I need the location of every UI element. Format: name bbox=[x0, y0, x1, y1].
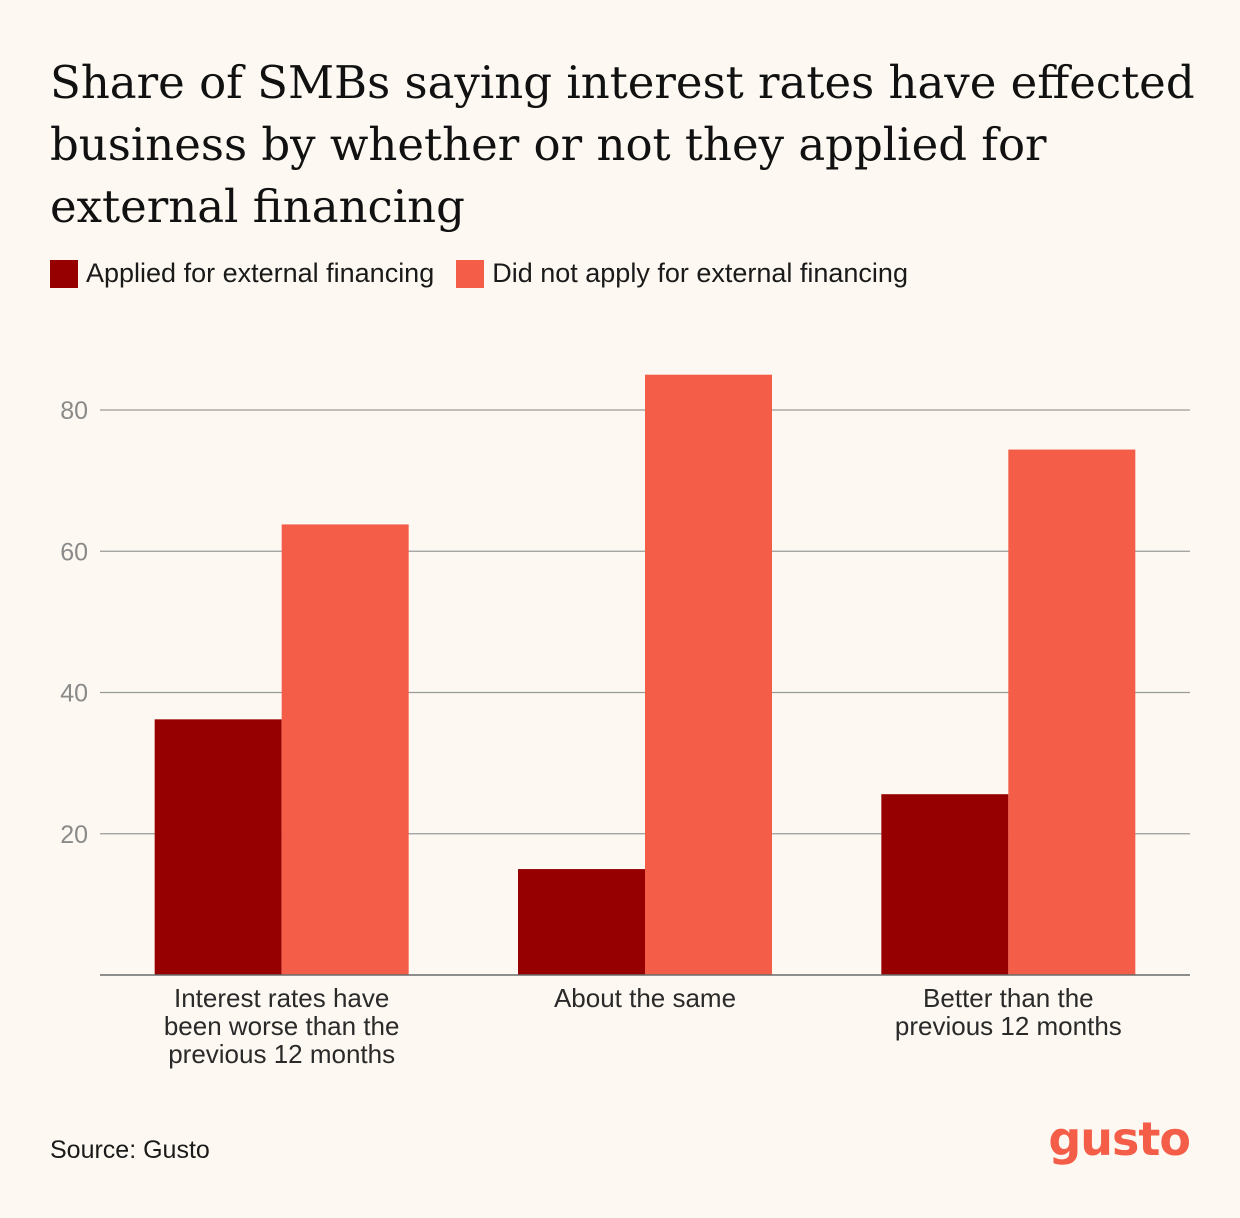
legend-swatch-not-applied bbox=[456, 259, 485, 288]
legend: Applied for external financing Did not a… bbox=[50, 258, 930, 289]
y-tick-label-80: 80 bbox=[60, 397, 88, 425]
legend-item-applied: Applied for external financing bbox=[50, 258, 434, 289]
source-note: Source: Gusto bbox=[50, 1136, 210, 1164]
bar-applied-2 bbox=[881, 794, 1009, 975]
y-tick-label-60: 60 bbox=[60, 538, 88, 566]
gusto-logo: gusto bbox=[1048, 1112, 1191, 1166]
legend-label-applied: Applied for external financing bbox=[86, 258, 435, 288]
y-tick-label-20: 20 bbox=[60, 821, 88, 849]
bar-applied-0 bbox=[154, 719, 282, 975]
bar-not-applied-1 bbox=[645, 374, 772, 975]
bar-applied-1 bbox=[518, 869, 645, 975]
x-category-label-1: About the same bbox=[554, 983, 736, 1013]
legend-swatch-applied bbox=[50, 259, 78, 288]
x-category-label-2: Better than the previous 12 months bbox=[895, 983, 1122, 1041]
legend-item-not-applied: Did not apply for external financing bbox=[456, 258, 908, 289]
x-category-label-0: Interest rates have been worse than the pr… bbox=[164, 983, 400, 1069]
legend-label-not-applied: Did not apply for external financing bbox=[492, 258, 908, 288]
bar-not-applied-2 bbox=[1008, 449, 1136, 975]
y-tick-label-40: 40 bbox=[60, 680, 88, 708]
bar-not-applied-0 bbox=[281, 524, 409, 975]
chart-title: Share of SMBs saying interest rates have… bbox=[50, 56, 1195, 233]
